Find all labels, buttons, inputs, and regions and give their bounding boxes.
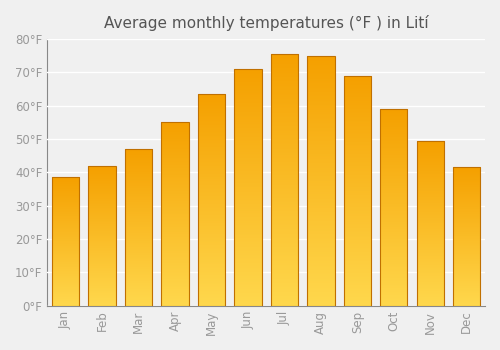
- Bar: [198, 94, 225, 306]
- Bar: [344, 76, 371, 306]
- Bar: [380, 109, 407, 306]
- Bar: [125, 149, 152, 306]
- Bar: [270, 54, 298, 306]
- Bar: [234, 69, 262, 306]
- Title: Average monthly temperatures (°F ) in Lití: Average monthly temperatures (°F ) in Li…: [104, 15, 428, 31]
- Bar: [416, 141, 444, 306]
- Bar: [161, 122, 188, 306]
- Bar: [52, 177, 79, 306]
- Bar: [88, 166, 116, 306]
- Bar: [307, 56, 334, 306]
- Bar: [453, 167, 480, 306]
